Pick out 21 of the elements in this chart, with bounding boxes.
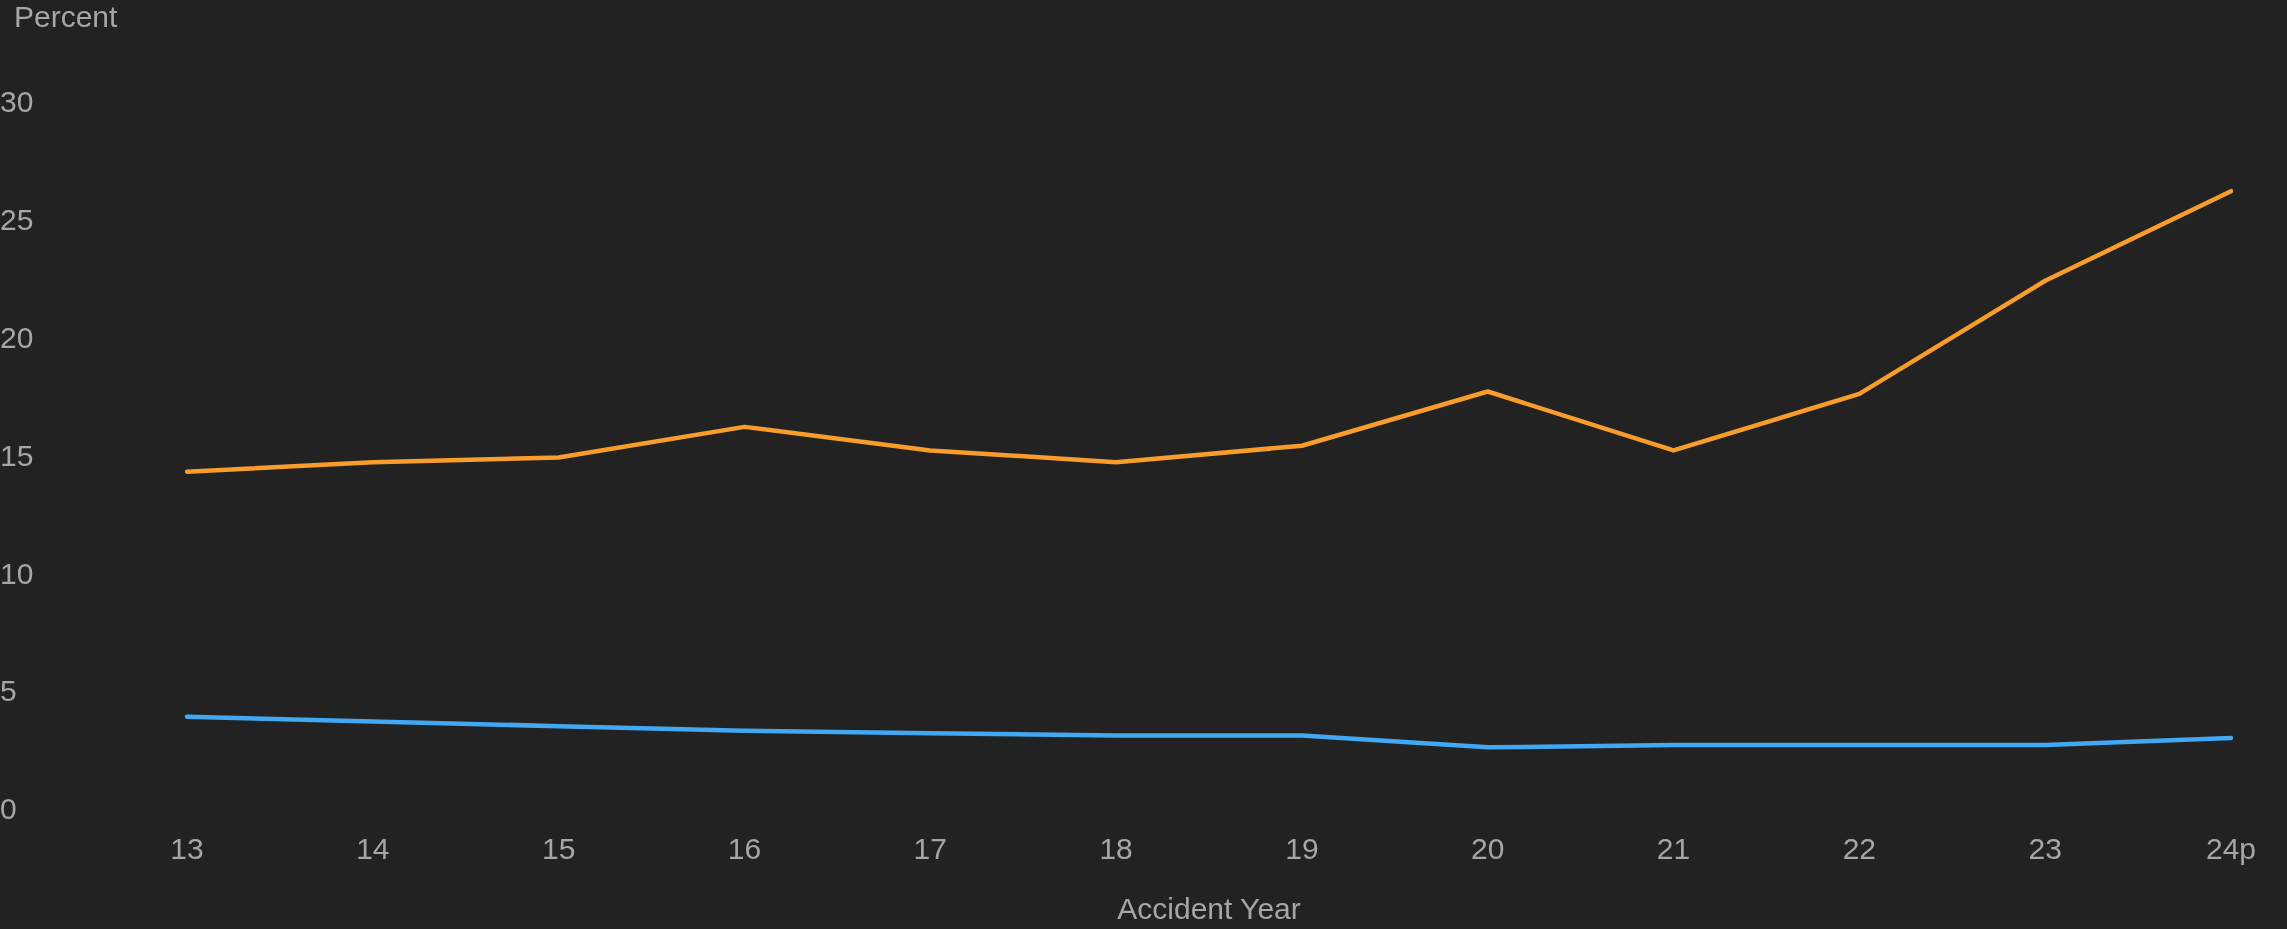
x-tick-label: 22 <box>1842 832 1877 866</box>
x-tick-label: 24p <box>2205 832 2257 866</box>
y-tick-label: 25 <box>0 203 34 237</box>
y-tick-label: 5 <box>0 674 17 708</box>
x-tick-label: 13 <box>170 832 204 866</box>
x-tick-label: 16 <box>727 832 762 866</box>
y-tick-label: 15 <box>0 438 34 472</box>
x-tick-label: 21 <box>1656 832 1691 866</box>
y-tick-label: 10 <box>0 556 34 590</box>
x-tick-label: 23 <box>2028 832 2062 866</box>
y-tick-label: 0 <box>0 792 17 826</box>
x-tick-label: 14 <box>356 832 390 866</box>
x-tick-label: 15 <box>541 832 576 866</box>
x-tick-label: 18 <box>1099 832 1133 866</box>
y-tick-label: 30 <box>0 85 34 119</box>
x-tick-label: 17 <box>913 832 947 866</box>
y-axis-title: Percent <box>14 0 119 34</box>
x-axis-title: Accident Year <box>1117 892 1301 926</box>
x-tick-label: 19 <box>1285 832 1319 866</box>
x-tick-label: 20 <box>1471 832 1505 866</box>
y-tick-label: 20 <box>0 320 34 354</box>
